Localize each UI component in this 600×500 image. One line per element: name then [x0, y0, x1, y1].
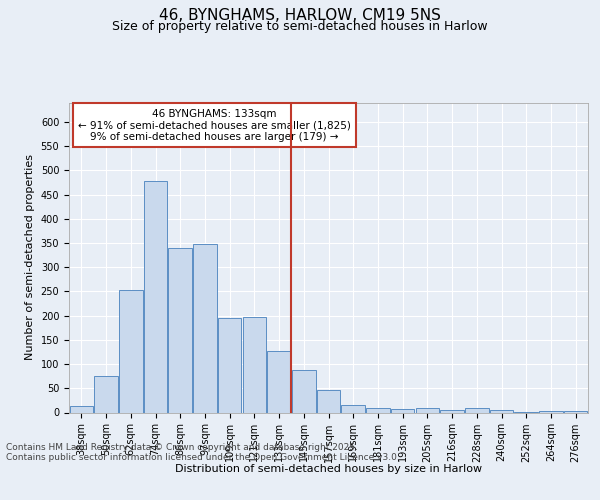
Bar — [341, 405, 365, 412]
Bar — [292, 370, 316, 412]
Bar — [144, 181, 167, 412]
Bar — [218, 318, 241, 412]
Bar — [366, 408, 389, 412]
Bar — [440, 410, 464, 412]
Bar — [94, 376, 118, 412]
Bar — [268, 351, 291, 412]
Text: 46, BYNGHAMS, HARLOW, CM19 5NS: 46, BYNGHAMS, HARLOW, CM19 5NS — [159, 8, 441, 22]
Bar — [564, 411, 587, 412]
Bar — [169, 248, 192, 412]
Bar — [317, 390, 340, 412]
X-axis label: Distribution of semi-detached houses by size in Harlow: Distribution of semi-detached houses by … — [175, 464, 482, 474]
Bar — [539, 411, 563, 412]
Bar — [416, 408, 439, 412]
Bar — [70, 406, 93, 412]
Bar — [193, 244, 217, 412]
Bar — [119, 290, 143, 412]
Text: Size of property relative to semi-detached houses in Harlow: Size of property relative to semi-detach… — [112, 20, 488, 33]
Bar — [490, 410, 513, 412]
Text: Contains HM Land Registry data © Crown copyright and database right 2025.
Contai: Contains HM Land Registry data © Crown c… — [6, 442, 400, 462]
Text: 46 BYNGHAMS: 133sqm
← 91% of semi-detached houses are smaller (1,825)
9% of semi: 46 BYNGHAMS: 133sqm ← 91% of semi-detach… — [78, 108, 351, 142]
Y-axis label: Number of semi-detached properties: Number of semi-detached properties — [25, 154, 35, 360]
Bar — [391, 409, 415, 412]
Bar — [465, 408, 488, 412]
Bar — [242, 317, 266, 412]
